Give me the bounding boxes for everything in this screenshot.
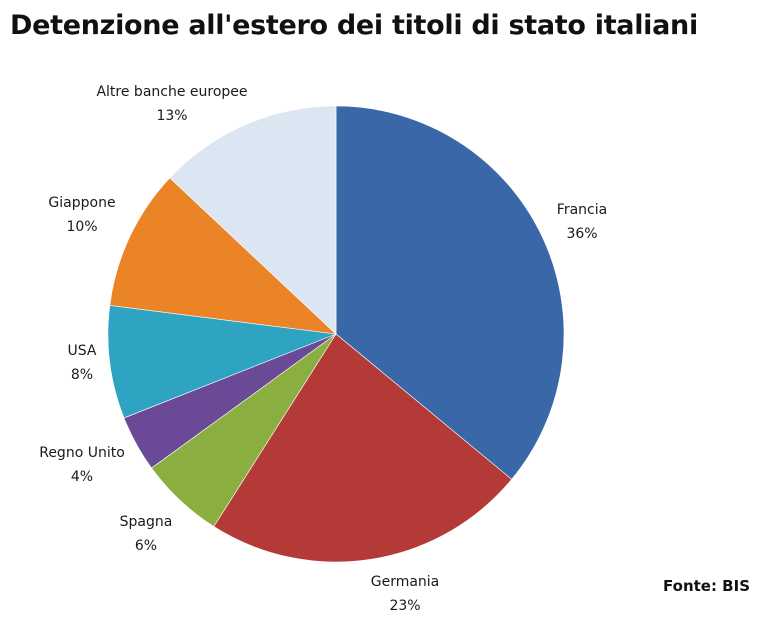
chart-title: Detenzione all'estero dei titoli di stat… [10, 10, 698, 41]
slice-value-label: 4% [71, 469, 93, 485]
pie-slice-francia [335, 105, 565, 480]
slice-value-label: 10% [66, 219, 97, 235]
source-note: Fonte: BIS [663, 577, 751, 595]
slice-name-label: Altre banche europee [96, 84, 247, 100]
slice-value-label: 13% [156, 108, 187, 124]
slice-name-label: Giappone [48, 195, 115, 211]
slice-name-label: Germania [371, 574, 440, 590]
pie-slice-giappone [109, 177, 337, 335]
slice-value-label: 36% [566, 226, 597, 242]
slice-value-label: 6% [135, 538, 157, 554]
slice-name-label: USA [68, 343, 97, 359]
pie-slices [107, 105, 565, 563]
pie-labels: Francia 36% Germania 23% Spagna 6% Regno Unito… [39, 84, 607, 614]
slice-name-label: Regno Unito [39, 445, 125, 461]
slice-value-label: 8% [71, 367, 93, 383]
pie-slice-altre-banche-europee [169, 105, 337, 335]
slice-name-label: Francia [557, 202, 607, 218]
pie-slice-germania [213, 333, 513, 563]
slice-name-label: Spagna [120, 514, 173, 530]
slice-value-label: 23% [389, 598, 420, 614]
pie-slice-usa [107, 305, 337, 419]
